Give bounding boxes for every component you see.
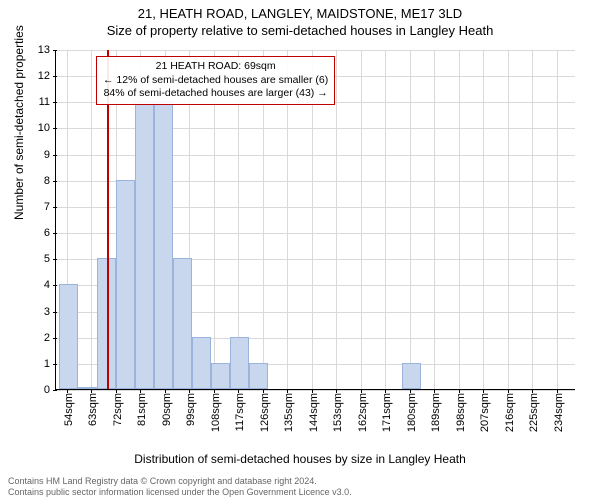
histogram-bar xyxy=(249,363,268,389)
gridline xyxy=(410,50,411,389)
gridline xyxy=(56,390,575,391)
x-tick-label: 153sqm xyxy=(332,393,344,432)
gridline xyxy=(459,50,460,389)
x-axis-label: Distribution of semi-detached houses by … xyxy=(0,452,600,466)
y-tick-label: 5 xyxy=(34,253,56,265)
annotation-line: 84% of semi-detached houses are larger (… xyxy=(103,87,328,101)
x-tick-label: 144sqm xyxy=(308,393,320,432)
x-tick-label: 54sqm xyxy=(63,393,75,426)
gridline xyxy=(361,50,362,389)
gridline xyxy=(56,128,575,129)
histogram-bar xyxy=(59,284,78,389)
x-tick-label: 126sqm xyxy=(259,393,271,432)
gridline xyxy=(91,50,92,389)
y-tick-label: 2 xyxy=(34,332,56,344)
x-tick-label: 207sqm xyxy=(479,393,491,432)
y-tick-label: 13 xyxy=(34,44,56,56)
x-tick-label: 117sqm xyxy=(234,393,246,431)
annotation-box: 21 HEATH ROAD: 69sqm← 12% of semi-detach… xyxy=(96,56,335,105)
histogram-bar xyxy=(173,258,192,389)
annotation-line: 21 HEATH ROAD: 69sqm xyxy=(103,60,328,74)
gridline xyxy=(532,50,533,389)
histogram-bar xyxy=(154,101,173,389)
y-tick-label: 4 xyxy=(34,279,56,291)
x-tick-label: 90sqm xyxy=(161,393,173,426)
gridline xyxy=(336,50,337,389)
histogram-bar xyxy=(135,101,154,389)
histogram-bar xyxy=(230,337,249,389)
x-tick-label: 180sqm xyxy=(406,393,418,432)
histogram-bar xyxy=(116,180,135,389)
histogram-bar xyxy=(192,337,211,389)
gridline xyxy=(557,50,558,389)
annotation-line: ← 12% of semi-detached houses are smalle… xyxy=(103,74,328,88)
gridline xyxy=(434,50,435,389)
x-tick-label: 216sqm xyxy=(504,393,516,432)
x-tick-label: 171sqm xyxy=(381,393,393,432)
y-tick-label: 9 xyxy=(34,149,56,161)
y-tick-label: 3 xyxy=(34,306,56,318)
x-tick-label: 234sqm xyxy=(553,393,565,432)
x-tick-label: 198sqm xyxy=(455,393,467,432)
y-tick-label: 7 xyxy=(34,201,56,213)
y-tick-label: 8 xyxy=(34,175,56,187)
x-tick-label: 99sqm xyxy=(185,393,197,426)
gridline xyxy=(56,155,575,156)
y-tick-label: 11 xyxy=(34,96,56,108)
histogram-bar xyxy=(78,387,97,389)
gridline xyxy=(508,50,509,389)
x-tick-label: 72sqm xyxy=(112,393,124,426)
histogram-bar xyxy=(211,363,230,389)
y-tick-label: 0 xyxy=(34,384,56,396)
x-tick-label: 135sqm xyxy=(283,393,295,432)
gridline xyxy=(483,50,484,389)
x-tick-label: 189sqm xyxy=(430,393,442,432)
histogram-bar xyxy=(402,363,421,389)
page-subtitle: Size of property relative to semi-detach… xyxy=(0,23,600,38)
x-tick-label: 162sqm xyxy=(357,393,369,432)
histogram-chart: 01234567891011121354sqm63sqm72sqm81sqm90… xyxy=(55,50,575,390)
footer-attribution: Contains HM Land Registry data © Crown c… xyxy=(8,476,352,499)
x-tick-label: 63sqm xyxy=(87,393,99,426)
footer-line: Contains public sector information licen… xyxy=(8,487,352,498)
plot-area: 01234567891011121354sqm63sqm72sqm81sqm90… xyxy=(55,50,575,390)
footer-line: Contains HM Land Registry data © Crown c… xyxy=(8,476,352,487)
x-tick-label: 108sqm xyxy=(210,393,222,432)
y-tick-label: 10 xyxy=(34,122,56,134)
gridline xyxy=(385,50,386,389)
y-tick-label: 1 xyxy=(34,358,56,370)
y-tick-label: 12 xyxy=(34,70,56,82)
x-tick-label: 225sqm xyxy=(528,393,540,432)
gridline xyxy=(56,50,575,51)
page-title: 21, HEATH ROAD, LANGLEY, MAIDSTONE, ME17… xyxy=(0,6,600,21)
y-tick-label: 6 xyxy=(34,227,56,239)
y-axis-label: Number of semi-detached properties xyxy=(12,25,26,220)
x-tick-label: 81sqm xyxy=(136,393,148,426)
